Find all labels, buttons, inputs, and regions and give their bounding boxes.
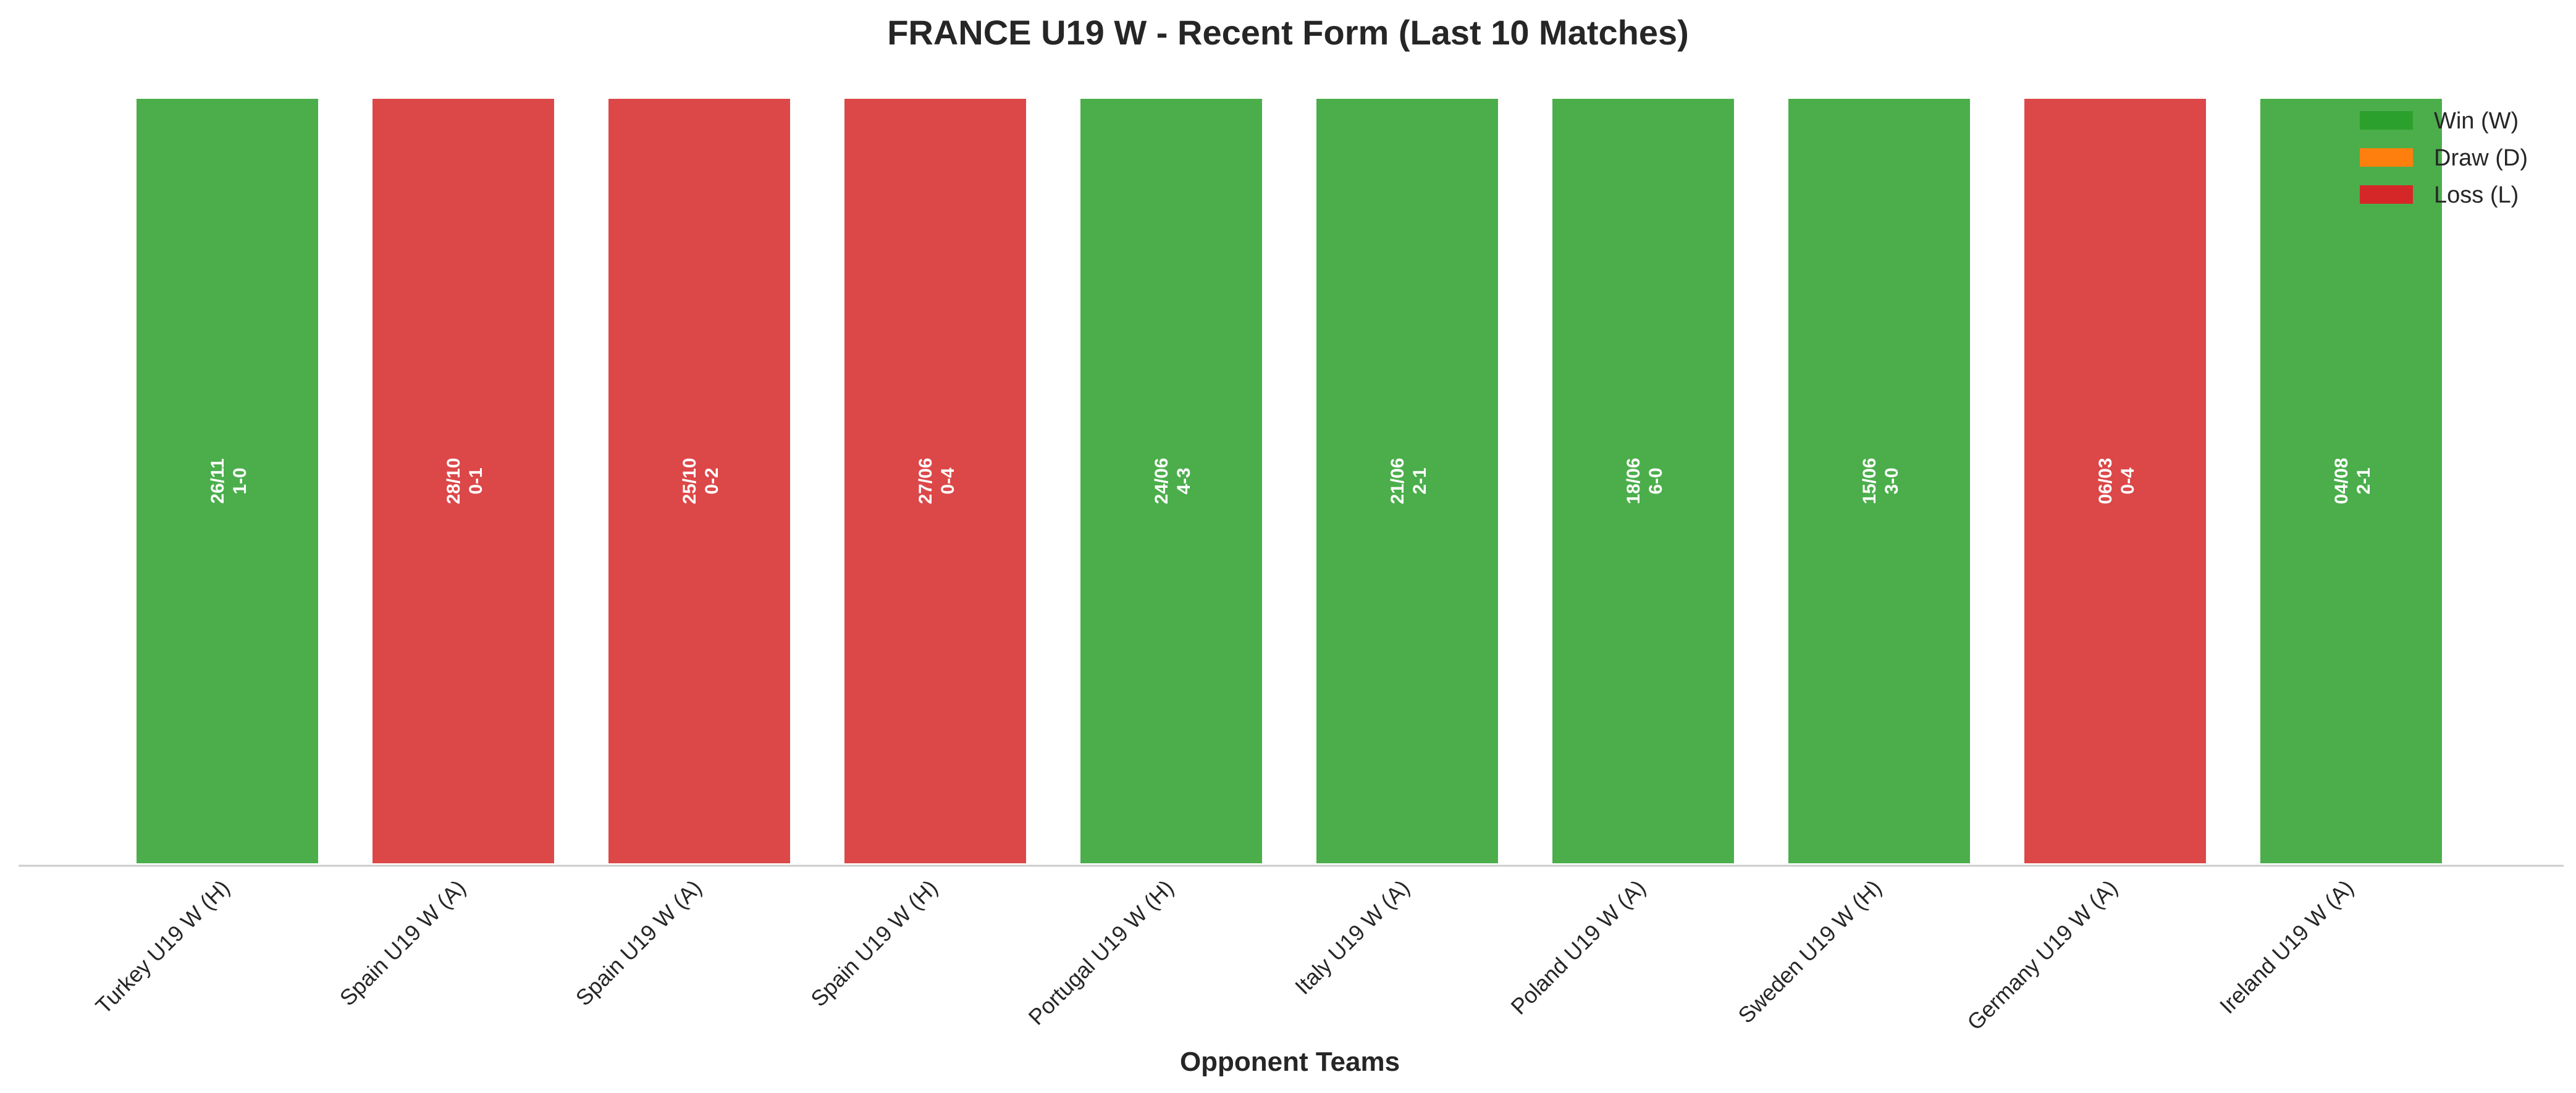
x-tick-label: Italy U19 W (A) [1290,875,1415,1000]
bar-date-label: 28/10 [444,458,464,504]
x-tick-label: Portugal U19 W (H) [1024,875,1179,1030]
bar-date-label: 25/10 [680,458,700,504]
bar [842,96,1029,866]
bar [606,96,793,866]
x-tick-label: Poland U19 W (A) [1506,875,1651,1020]
legend-swatch-W [2360,111,2413,130]
x-tick-label: Sweden U19 W (H) [1733,875,1886,1028]
x-tick-label: Spain U19 W (A) [571,875,707,1011]
bar-date-label: 26/11 [208,458,228,503]
legend-swatch-D [2360,148,2413,167]
bar [2258,96,2444,866]
x-tick-label: Germany U19 W (A) [1962,875,2123,1036]
bar-score-label: 2-1 [1410,467,1430,494]
x-axis-label: Opponent Teams [1180,1047,1400,1077]
bar-date-label: 04/08 [2331,458,2352,504]
x-tick-label: Turkey U19 W (H) [91,875,235,1019]
chart-title: FRANCE U19 W - Recent Form (Last 10 Matc… [887,13,1689,52]
bar-score-label: 4-3 [1174,467,1194,494]
bar [1314,96,1501,866]
x-tick-labels: Turkey U19 W (H) Spain U19 W (A) Spain U19… [91,875,2359,1036]
bar-date-label: 24/06 [1151,458,1172,504]
bar [370,96,557,866]
bar-score-label: 1-0 [230,467,250,494]
x-tick-label: Spain U19 W (H) [806,875,942,1011]
bar-score-label: 2-1 [2354,467,2374,494]
bar-score-label: 6-0 [1646,467,1666,494]
bar-date-label: 06/03 [2095,458,2116,504]
bar [1078,96,1265,866]
bar-date-label: 27/06 [915,458,936,504]
x-tick-label: Spain U19 W (A) [335,875,471,1011]
bar-score-label: 0-4 [938,467,958,495]
bar [134,96,321,866]
bar-date-label: 18/06 [1623,458,1644,504]
legend-swatch-L [2360,185,2413,204]
bar [1786,96,1972,866]
bar-date-label: 15/06 [1859,458,1880,504]
bar-date-label: 21/06 [1387,458,1408,504]
bar-score-label: 3-0 [1882,467,1902,494]
legend: Win (W) Draw (D) Loss (L) [2360,108,2528,208]
legend-label-W: Win (W) [2434,108,2519,134]
bar-score-label: 0-4 [2118,467,2138,495]
legend-label-L: Loss (L) [2434,182,2519,208]
legend-label-D: Draw (D) [2434,145,2528,171]
x-tick-label: Ireland U19 W (A) [2215,875,2359,1019]
bar [1550,96,1736,866]
bars-layer: 26/11 1-0 28/10 0-1 25/10 0-2 27/06 0-4 24/06 4-3… [134,96,2444,866]
bar-score-label: 0-2 [702,467,722,494]
bar-score-label: 0-1 [466,467,486,494]
bar [2022,96,2208,866]
